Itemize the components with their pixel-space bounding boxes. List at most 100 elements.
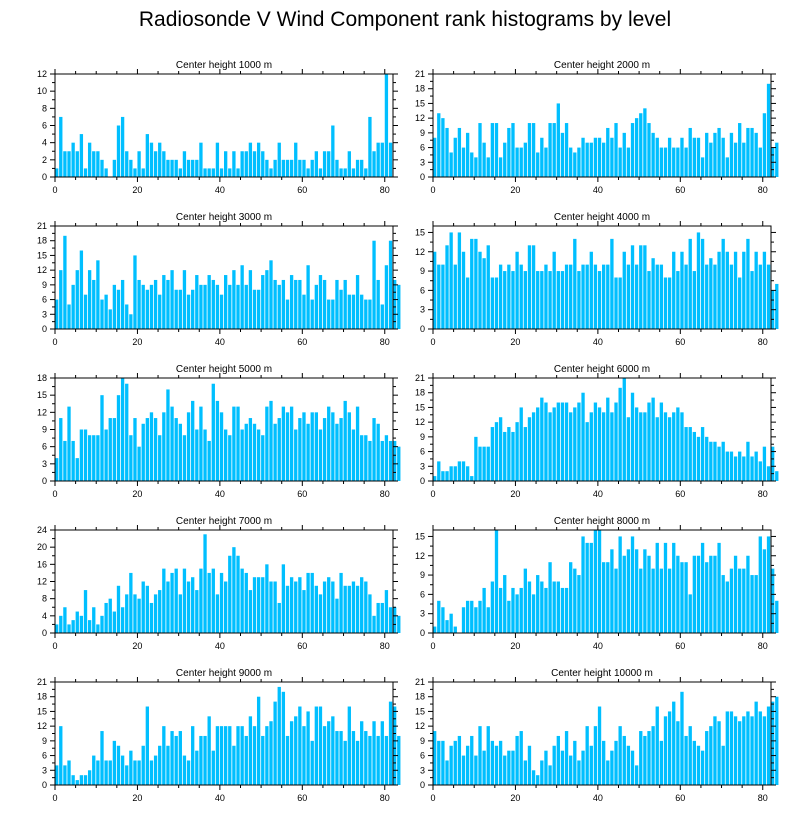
histogram-bar (75, 270, 79, 329)
y-tick-label: 6 (420, 447, 425, 457)
histogram-bar (162, 151, 166, 177)
histogram-bar (618, 147, 622, 177)
histogram-bar (721, 137, 725, 177)
y-tick-label: 15 (37, 706, 47, 716)
histogram-bar (647, 555, 651, 633)
histogram-bar (597, 706, 602, 785)
histogram-bar (368, 116, 372, 177)
histogram-bar (441, 471, 445, 481)
histogram-bar (663, 412, 668, 481)
y-tick-label: 8 (42, 103, 47, 113)
histogram-bar (125, 594, 129, 633)
histogram-bar (289, 159, 294, 177)
histogram-bar (277, 686, 281, 785)
histogram-bar (87, 435, 92, 481)
histogram-bar (433, 251, 437, 329)
histogram-panel: Center height 10000 m 0 20 40 60 80 0 3 6 9 12 15 18… (415, 668, 779, 803)
histogram-bar (314, 706, 319, 785)
histogram-bar (577, 271, 581, 329)
histogram-bar (581, 750, 585, 785)
histogram-bar (614, 740, 618, 785)
x-tick-label: 0 (52, 337, 57, 347)
histogram-bar (692, 555, 697, 633)
y-tick-label: 18 (37, 373, 47, 383)
histogram-bar (364, 168, 368, 177)
plot-frame (432, 225, 772, 330)
histogram-bar (738, 451, 742, 481)
histogram-bar (548, 123, 552, 177)
histogram-bar (626, 745, 631, 785)
histogram-bar (277, 284, 281, 329)
histogram-bar (137, 279, 141, 329)
histogram-bar (606, 562, 610, 633)
histogram-bar (310, 572, 314, 633)
x-tick-label: 20 (510, 489, 520, 499)
histogram-bar (285, 412, 290, 481)
histogram-bar (639, 412, 643, 481)
histogram-bar (133, 418, 137, 481)
histogram-bar (170, 159, 174, 177)
histogram-bar (355, 275, 360, 329)
histogram-bar (112, 418, 117, 481)
histogram-bar (195, 750, 199, 785)
histogram-bar (672, 251, 676, 329)
histogram-bar (498, 740, 503, 785)
histogram-bar (593, 264, 598, 329)
histogram-bar (490, 581, 495, 633)
histogram-bar (630, 536, 635, 633)
histogram-bar (191, 289, 195, 329)
histogram-bar (294, 429, 298, 481)
histogram-bar (339, 168, 343, 177)
histogram-bar (771, 446, 775, 481)
histogram-bar (145, 418, 150, 481)
histogram-bar (622, 378, 626, 481)
histogram-bar (327, 721, 331, 785)
histogram-bar (453, 466, 457, 481)
histogram-bar (556, 735, 560, 785)
histogram-bar (470, 238, 474, 329)
histogram-bar (754, 575, 758, 633)
y-tick-label: 21 (415, 373, 425, 383)
histogram-bar (639, 113, 643, 177)
histogram-bar (762, 446, 767, 481)
histogram-bar (240, 151, 244, 177)
histogram-bar (577, 402, 581, 481)
histogram-bar (294, 142, 298, 177)
histogram-bar (700, 238, 705, 329)
histogram-bar (281, 564, 286, 633)
histogram-bar (762, 549, 767, 633)
histogram-bar (482, 750, 486, 785)
histogram-bar (437, 264, 441, 329)
histogram-bar (347, 412, 351, 481)
histogram-bar (634, 549, 639, 633)
x-tick-label: 60 (675, 489, 685, 499)
y-tick-label: 12 (415, 113, 425, 123)
y-tick-label: 8 (42, 594, 47, 604)
histogram-bar (364, 731, 368, 785)
histogram-bar (750, 575, 754, 633)
histogram-bar (372, 615, 376, 633)
histogram-bar (465, 277, 470, 329)
x-tick-label: 80 (380, 793, 390, 803)
histogram-bar (569, 755, 573, 785)
histogram-bar (265, 726, 269, 785)
histogram-bar (372, 418, 376, 481)
histogram-bar (306, 168, 310, 177)
histogram-bar (120, 116, 125, 177)
histogram-bar (449, 613, 453, 633)
histogram-bar (696, 745, 701, 785)
x-tick-label: 40 (215, 489, 225, 499)
histogram-bar (688, 594, 692, 633)
histogram-bar (717, 251, 721, 329)
histogram-bar (63, 235, 67, 329)
histogram-bar (725, 581, 729, 633)
histogram-bar (191, 726, 195, 785)
histogram-bar (331, 299, 335, 329)
histogram-bar (219, 412, 224, 481)
histogram-bar (67, 304, 71, 329)
histogram-bar (219, 294, 224, 329)
histogram-bar (240, 568, 244, 633)
x-tick-label: 0 (430, 489, 435, 499)
histogram-bar (360, 577, 364, 633)
histogram-bar (240, 726, 244, 785)
